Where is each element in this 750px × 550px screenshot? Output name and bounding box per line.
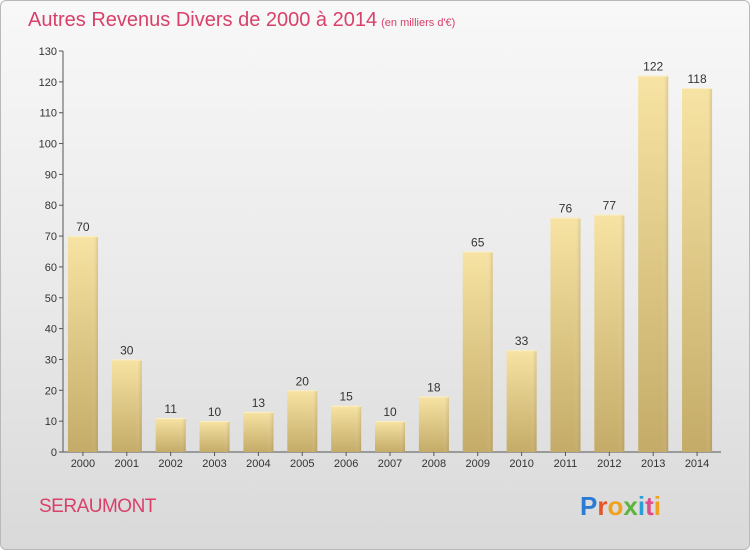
value-labels: 70 30 11 10 13 20 15 10 18 65 33 76 77 122 118 [76,60,707,419]
value-label-2002: 11 [164,402,177,416]
x-tick-label: 2010 [509,458,533,470]
y-tick-label: 80 [45,200,57,212]
value-label-2013: 122 [643,60,663,74]
bar-shade-2001 [111,359,142,452]
value-label-2011: 76 [559,202,573,216]
y-tick-label: 0 [51,447,57,459]
y-tick-label: 90 [45,169,57,181]
x-tick-label: 2003 [202,458,226,470]
value-label-2007: 10 [383,405,397,419]
value-label-2004: 13 [252,396,266,410]
bar-shade-2011 [550,217,581,452]
y-tick-label: 30 [45,354,57,366]
value-label-2012: 77 [603,198,617,212]
x-tick-label: 2013 [641,458,665,470]
x-tick-label: 2009 [465,458,489,470]
y-tick-label: 110 [39,108,57,120]
bar-shade-2002 [155,418,186,452]
value-label-2006: 15 [339,390,353,404]
y-tick-label: 70 [45,231,57,243]
x-tick-label: 2006 [334,458,358,470]
chart-title-main: Autres Revenus Divers de 2000 à 2014 [28,9,378,31]
y-tick-label: 120 [39,77,57,89]
x-tick-label: 2007 [378,458,402,470]
bar-shade-2003 [199,421,230,452]
bar-shade-2013 [638,75,669,452]
bar-shade-2000 [67,236,98,452]
value-label-2010: 33 [515,334,529,348]
bar-shade-2010 [506,350,537,452]
bar-shade-2006 [331,405,362,452]
value-label-2008: 18 [427,380,441,394]
value-label-2000: 70 [76,220,90,234]
x-tick-label: 2014 [685,458,709,470]
bar-shade-2007 [375,421,405,452]
bar-shade-2004 [243,411,274,452]
y-tick-label: 40 [45,324,57,336]
x-tick-label: 2001 [115,458,139,470]
x-axis: 2000 2001 2002 2003 2004 2005 2006 2007 2008 2009… [63,451,721,470]
bar-shade-2009 [462,251,493,452]
y-tick-label: 50 [45,293,57,305]
value-label-2003: 10 [208,405,222,419]
bar-shade-2014 [682,88,713,452]
value-label-2014: 118 [687,72,706,86]
y-tick-label: 20 [45,385,57,397]
x-tick-label: 2005 [290,458,314,470]
bar-shade-2005 [287,390,318,452]
x-tick-label: 2012 [597,458,621,470]
y-tick-label: 60 [45,262,57,274]
y-tick-label: 130 [39,46,57,58]
value-label-2009: 65 [471,236,485,250]
bar-shade-2012 [594,214,625,452]
y-tick-label: 100 [39,139,57,151]
x-tick-label: 2008 [422,458,446,470]
bar-shade-2008 [418,396,449,452]
chart-title-unit: (en milliers d'€) [381,17,456,29]
x-tick-label: 2000 [71,458,95,470]
x-tick-label: 2011 [554,458,578,470]
commune-name: SERAUMONT [39,496,156,517]
value-label-2005: 20 [296,374,310,388]
x-tick-label: 2004 [246,458,270,470]
y-axis: 0 10 20 30 40 50 60 70 80 90 100 110 120 130 [39,46,64,459]
proxiti-logo: Proxiti [580,491,661,521]
bars [67,75,713,452]
x-tick-label: 2002 [158,458,182,470]
chart-title: Autres Revenus Divers de 2000 à 2014 (en … [28,9,455,32]
y-tick-label: 10 [45,416,57,428]
value-label-2001: 30 [120,343,134,357]
